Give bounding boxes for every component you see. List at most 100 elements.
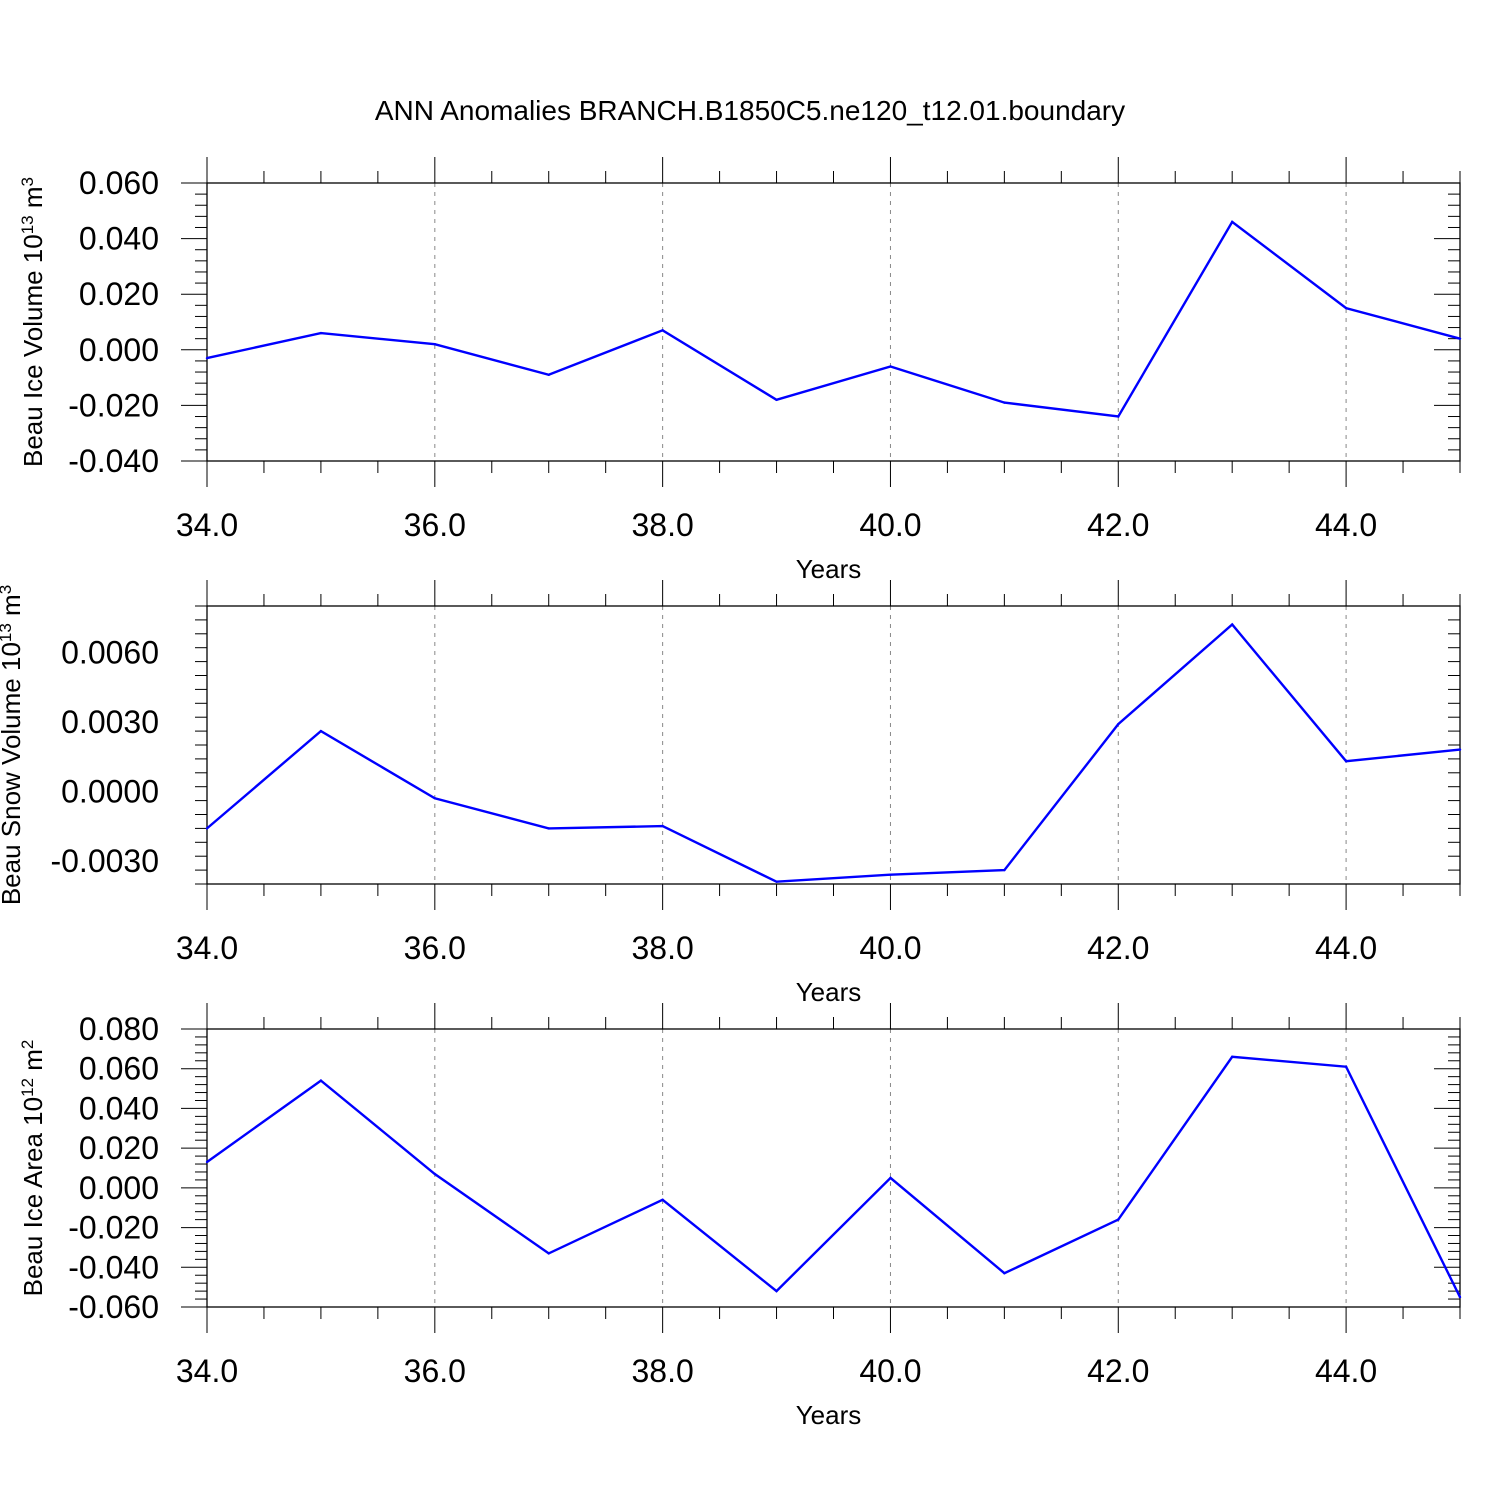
data-point [433,1172,437,1176]
y-tick-label: -0.040 [68,1249,159,1285]
y-axis-label-exponent: 13 [18,215,37,234]
y-axis-label-main: Beau Snow Volume 10 [0,642,26,905]
x-tick-label: 40.0 [859,930,921,966]
data-point [433,797,437,800]
data-point [1344,760,1348,763]
data-point [1117,1218,1120,1221]
data-point [1003,401,1006,404]
data-point [319,729,323,733]
series-line [206,622,1461,883]
x-tick-label: 40.0 [859,1353,921,1389]
data-point [661,1198,664,1201]
data-point [661,824,664,828]
y-axis-label: Beau Snow Volume 1013 m3 [0,585,26,905]
y-axis-label-exponent: 12 [18,1078,37,1097]
y-tick-label: -0.0030 [50,843,159,879]
x-tick-label: 44.0 [1315,1353,1377,1389]
data-point [775,880,778,883]
chart-title: ANN Anomalies BRANCH.B1850C5.ne120_t12.0… [375,95,1125,126]
y-tick-label: 0.040 [79,1090,159,1126]
y-axis-label: Beau Ice Volume 1013 m3 [18,177,49,467]
data-point [1117,722,1120,726]
x-tick-label: 34.0 [176,507,238,543]
series-line [206,220,1461,418]
x-tick-label: 34.0 [176,1353,238,1389]
data-point [1117,415,1120,418]
y-tick-label: 0.060 [79,1051,159,1087]
x-tick-label: 44.0 [1315,507,1377,543]
y-axis-label: Beau Ice Area 1012 m2 [18,1040,49,1297]
x-tick-label: 36.0 [404,507,466,543]
data-point [889,365,892,368]
data-point [205,1160,209,1164]
data-point [433,343,437,346]
y-axis-label-unit: m [0,594,26,623]
y-tick-label: -0.020 [68,387,159,423]
data-point [1344,1065,1348,1068]
y-axis-label-exponent: 13 [0,623,15,642]
y-axis-label-unit: m [18,1049,48,1078]
y-tick-label: 0.020 [79,276,159,312]
x-tick-label: 38.0 [631,1353,693,1389]
data-point [889,1176,892,1180]
data-point [1458,1295,1462,1299]
y-tick-label: 0.060 [79,165,159,201]
data-point [1344,306,1348,310]
data-point [775,1289,778,1293]
x-tick-label: 38.0 [631,930,693,966]
y-axis-label-unit-exponent: 2 [18,1040,37,1049]
y-tick-label: 0.000 [79,1170,159,1206]
x-tick-label: 42.0 [1087,1353,1149,1389]
data-point [547,373,550,377]
x-tick-label: 42.0 [1087,507,1149,543]
data-point [1458,748,1462,751]
y-tick-label: -0.040 [68,443,159,479]
panels: 34.0 36.0 38.0 40.0 42.0 44.0-0.040-0.0200.00… [0,157,1462,1430]
x-tick-label: 34.0 [176,930,238,966]
panel-2: 34.0 36.0 38.0 40.0 42.0 44.0 -0.0030 0.0000 0.0… [0,580,1462,1007]
data-point [775,398,778,402]
y-tick-label: 0.0030 [61,704,159,740]
plot-frame [206,1028,1461,1308]
y-tick-label: -0.020 [68,1210,159,1246]
y-axis-label-main: Beau Ice Volume 10 [18,234,48,467]
data-point [205,827,209,830]
y-axis-label-unit-exponent: 3 [18,177,37,186]
x-tick-label: 38.0 [631,507,693,543]
y-axis-label-main: Beau Ice Area 10 [18,1097,48,1296]
data-point [661,329,664,332]
series-line [206,1055,1462,1298]
x-axis-label: Years [796,977,862,1007]
x-tick-label: 36.0 [404,1353,466,1389]
data-point [889,873,892,876]
data-point [205,356,209,360]
data-point [1230,623,1234,626]
data-point [319,331,323,335]
y-tick-label: 0.000 [79,332,159,368]
panel-3: 34.0 36.0 38.0 40.0 42.0 44.0 -0.060 -0.040-0.0… [18,1003,1462,1430]
x-tick-label: 40.0 [859,507,921,543]
data-point [319,1079,323,1082]
x-axis-label: Years [796,554,862,584]
y-tick-label: 0.0060 [61,634,159,670]
y-axis-label-unit-exponent: 3 [0,585,15,594]
panel-1: 34.0 36.0 38.0 40.0 42.0 44.0 -0.040 -0.020 0.00… [18,157,1462,584]
data-point [1003,868,1006,872]
data-point [1003,1272,1006,1275]
data-point [1230,220,1234,224]
plot-frame [206,605,1461,885]
data-point [1458,337,1462,340]
x-tick-label: 36.0 [404,930,466,966]
y-axis-label-unit: m [18,186,48,215]
x-tick-label: 44.0 [1315,930,1377,966]
data-point [547,1252,550,1255]
y-tick-label: -0.060 [68,1289,159,1325]
x-axis-label: Years [796,1400,862,1430]
y-tick-label: 0.080 [79,1011,159,1047]
data-point [547,827,550,830]
data-point [1230,1055,1234,1059]
x-tick-label: 42.0 [1087,930,1149,966]
y-tick-label: 0.0000 [61,773,159,809]
plot-frame [206,182,1461,462]
